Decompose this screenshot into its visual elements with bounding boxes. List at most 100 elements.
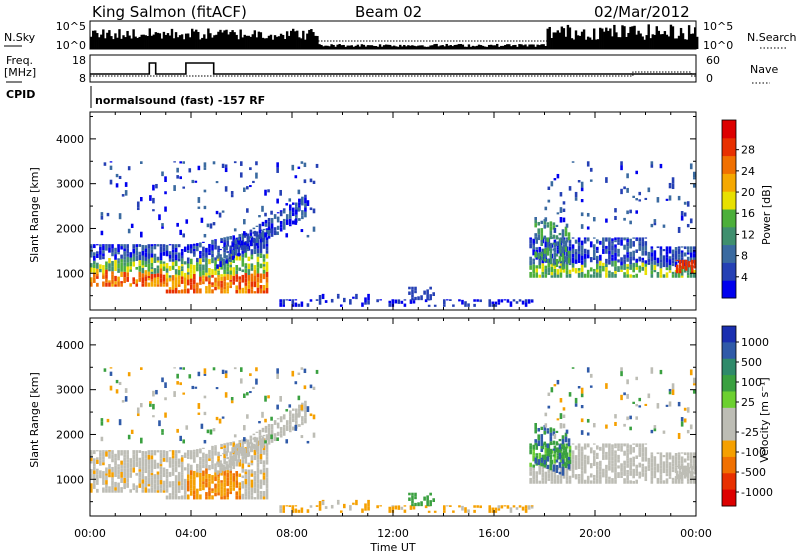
power-cell	[442, 299, 446, 305]
power-cell	[632, 250, 635, 257]
power-cell	[300, 229, 304, 233]
power-cell	[692, 183, 696, 188]
power-cell	[240, 245, 244, 250]
velocity-cell	[580, 473, 584, 478]
power-cell	[568, 269, 572, 274]
nsky-bar	[548, 26, 551, 49]
colorbar-swatch	[722, 191, 736, 210]
power-cell	[583, 253, 587, 259]
power-cell	[558, 232, 562, 236]
velocity-cell	[117, 450, 120, 452]
velocity-cell	[191, 385, 195, 390]
velocity-cell	[541, 466, 545, 470]
nsky-bar	[479, 45, 483, 49]
power-cell	[693, 265, 697, 269]
power-cell	[203, 205, 207, 210]
power-cell	[176, 222, 179, 227]
power-cell	[586, 249, 590, 255]
power-cell	[197, 165, 201, 171]
velocity-cell	[109, 371, 113, 376]
power-cell	[659, 163, 663, 169]
power-cell	[147, 244, 151, 249]
velocity-cell	[638, 443, 642, 448]
velocity-cell	[93, 473, 96, 479]
velocity-cell	[580, 430, 584, 435]
velocity-cell	[225, 465, 228, 470]
power-cell	[141, 255, 145, 261]
velocity-cell	[559, 423, 563, 429]
nsky-bar	[277, 36, 281, 49]
nsky-bar	[401, 46, 404, 49]
velocity-cell	[684, 471, 688, 477]
nsky-bar	[645, 35, 648, 49]
power-cell	[620, 161, 623, 166]
x-tick-label: 20:00	[579, 527, 611, 540]
power-cell	[623, 217, 626, 221]
power-cell	[555, 224, 559, 227]
nsky-bar	[217, 31, 220, 49]
velocity-cell	[529, 449, 532, 455]
nsky-bar	[609, 28, 612, 49]
velocity-cell	[203, 395, 207, 399]
velocity-cell	[565, 470, 569, 477]
velocity-cell	[138, 450, 142, 452]
velocity-cell	[147, 481, 151, 485]
power-cell	[235, 274, 239, 280]
velocity-cell	[650, 370, 654, 374]
colorbar-swatch	[722, 173, 736, 192]
velocity-cell	[635, 443, 638, 445]
velocity-cell	[458, 505, 461, 508]
nsky-bar	[275, 36, 279, 49]
power-cell	[205, 252, 208, 258]
velocity-cell	[147, 477, 151, 482]
power-cell	[276, 198, 279, 204]
velocity-cell	[596, 465, 599, 470]
velocity-cell	[189, 475, 193, 480]
velocity-cell	[183, 452, 187, 458]
velocity-cell	[214, 450, 217, 456]
velocity-cell	[574, 397, 578, 404]
power-cell	[220, 290, 223, 294]
power-cell	[115, 173, 119, 178]
power-cell	[312, 180, 316, 185]
power-cell	[620, 257, 623, 262]
velocity-cell	[532, 449, 535, 452]
power-cell	[530, 299, 534, 303]
power-cell	[239, 161, 243, 166]
velocity-cell	[250, 492, 254, 496]
velocity-cell	[132, 483, 136, 488]
velocity-cell	[547, 392, 551, 396]
power-cell	[635, 170, 638, 175]
velocity-cell	[692, 475, 696, 480]
power-cell	[315, 163, 319, 168]
velocity-cell	[650, 454, 654, 459]
y-tick-label: 3000	[56, 178, 84, 191]
velocity-cell	[153, 474, 157, 480]
velocity-cell	[208, 490, 211, 497]
velocity-cell	[659, 474, 663, 481]
velocity-cell	[288, 420, 292, 425]
velocity-cell	[225, 463, 228, 466]
velocity-cell	[429, 492, 432, 496]
velocity-cell	[99, 452, 102, 457]
colorbar-tick-label: -1000	[741, 486, 773, 499]
power-cell	[596, 255, 599, 260]
nsky-bar	[328, 46, 331, 49]
velocity-cell	[623, 469, 626, 476]
velocity-cell	[256, 462, 260, 468]
power-cell	[150, 257, 154, 263]
velocity-cell	[693, 471, 697, 475]
power-cell	[535, 247, 539, 250]
power-cell	[626, 246, 629, 253]
velocity-cell	[556, 453, 560, 456]
velocity-cell	[246, 414, 249, 419]
power-cell	[153, 268, 157, 274]
power-cell	[153, 244, 157, 246]
velocity-cell	[617, 443, 620, 449]
power-cell	[217, 256, 220, 262]
velocity-cell	[111, 450, 114, 455]
velocity-cell	[653, 466, 657, 471]
power-cell	[247, 269, 251, 276]
nsky-bar	[453, 44, 456, 49]
velocity-cell	[159, 484, 163, 489]
